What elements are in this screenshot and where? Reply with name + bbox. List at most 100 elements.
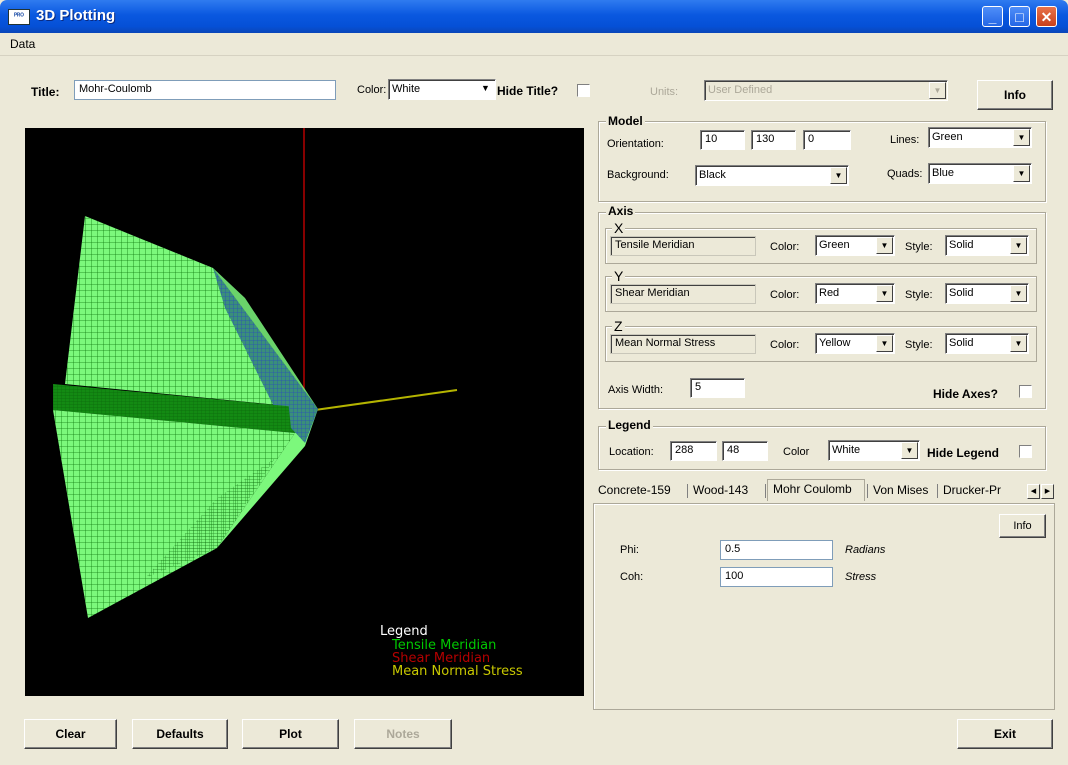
- axis-style-value: Solid: [949, 287, 974, 299]
- minimize-button[interactable]: _: [982, 6, 1003, 27]
- chevron-down-icon[interactable]: ▼: [1010, 285, 1027, 302]
- axis-color-label: Color:: [770, 289, 800, 301]
- axis-letter: Y: [612, 268, 626, 284]
- close-button[interactable]: ✕: [1036, 6, 1057, 27]
- hide-title-checkbox[interactable]: [577, 84, 590, 97]
- axis-style-value: Solid: [949, 337, 974, 349]
- units-select[interactable]: User Defined ▼: [704, 80, 948, 101]
- hide-legend-checkbox[interactable]: [1019, 445, 1032, 458]
- exit-button[interactable]: Exit: [957, 719, 1053, 749]
- lines-label: Lines:: [890, 134, 920, 146]
- plot-3d-model: [53, 128, 458, 618]
- axis-letter: Z: [612, 318, 625, 334]
- orientation-x-input[interactable]: 10: [700, 130, 745, 150]
- background-select[interactable]: Black ▼: [695, 165, 849, 186]
- chevron-down-icon[interactable]: ▼: [929, 82, 946, 99]
- orientation-label: Orientation:: [607, 138, 664, 150]
- axis-style-select[interactable]: Solid ▼: [945, 283, 1029, 304]
- chevron-down-icon[interactable]: ▼: [1010, 237, 1027, 254]
- axis-x-subgroup: [605, 228, 1037, 264]
- axis-color-select[interactable]: Yellow ▼: [815, 333, 895, 354]
- title-color-value: White: [392, 83, 421, 95]
- notes-button[interactable]: Notes: [354, 719, 452, 749]
- axis-group-label: Axis: [606, 204, 636, 218]
- hide-axes-checkbox[interactable]: [1019, 385, 1032, 398]
- plot-legend-entry: Mean Normal Stress: [392, 664, 523, 679]
- title-color-select[interactable]: White ▼: [388, 79, 496, 100]
- chevron-down-icon[interactable]: ▼: [830, 167, 847, 184]
- chevron-down-icon[interactable]: ▼: [1013, 129, 1030, 146]
- legend-color-select[interactable]: White ▼: [828, 440, 920, 461]
- axis-width-label: Axis Width:: [608, 384, 664, 396]
- title-color-label: Color:: [357, 84, 387, 96]
- plot-canvas[interactable]: Legend Tensile Meridian Shear Meridian Mea…: [25, 128, 584, 696]
- hide-axes-label: Hide Axes?: [933, 387, 998, 401]
- orientation-z-input[interactable]: 0: [803, 130, 851, 150]
- tab-info-button[interactable]: Info: [999, 514, 1046, 538]
- axis-color-select[interactable]: Green ▼: [815, 235, 895, 256]
- chevron-down-icon[interactable]: ▼: [901, 442, 918, 459]
- axis-group: [598, 212, 1046, 409]
- tab-von-mises[interactable]: Von Mises: [873, 483, 929, 497]
- axis-style-select[interactable]: Solid ▼: [945, 333, 1029, 354]
- hide-legend-label: Hide Legend: [927, 446, 1000, 460]
- lines-value: Green: [932, 131, 963, 143]
- param-input[interactable]: 100: [720, 567, 833, 587]
- title-label: Title:: [31, 85, 60, 99]
- title-input[interactable]: Mohr-Coulomb: [74, 80, 336, 100]
- axis-style-label: Style:: [905, 241, 933, 253]
- orientation-y-input[interactable]: 130: [751, 130, 796, 150]
- tab-scroll-right-button[interactable]: ▶: [1041, 484, 1054, 499]
- param-unit: Radians: [845, 544, 886, 556]
- chevron-down-icon[interactable]: ▼: [876, 335, 893, 352]
- clear-button[interactable]: Clear: [24, 719, 117, 749]
- legend-color-label: Color: [783, 446, 810, 458]
- chevron-down-icon[interactable]: ▼: [1010, 335, 1027, 352]
- plot-legend-entry: Shear Meridian: [392, 651, 491, 666]
- axis-color-select[interactable]: Red ▼: [815, 283, 895, 304]
- maximize-button[interactable]: □: [1009, 6, 1030, 27]
- background-label: Background:: [607, 169, 669, 181]
- chevron-down-icon[interactable]: ▼: [876, 237, 893, 254]
- axis-letter: X: [612, 220, 626, 236]
- maximize-icon: □: [1015, 9, 1024, 25]
- lines-select[interactable]: Green ▼: [928, 127, 1032, 148]
- arrow-right-icon: ▶: [1044, 488, 1051, 495]
- quads-select[interactable]: Blue ▼: [928, 163, 1032, 184]
- axis-style-select[interactable]: Solid ▼: [945, 235, 1029, 256]
- tab-panel-mohr-coulomb: [593, 503, 1055, 710]
- axis-name-input[interactable]: Mean Normal Stress: [610, 334, 756, 354]
- info-button[interactable]: Info: [977, 80, 1053, 110]
- tab-wood-143[interactable]: Wood-143: [693, 483, 749, 497]
- axis-color-value: Yellow: [819, 337, 851, 349]
- plot-legend-entry: Tensile Meridian: [392, 638, 497, 653]
- param-label: Phi:: [620, 544, 639, 556]
- defaults-button[interactable]: Defaults: [132, 719, 228, 749]
- tab-drucker-prager[interactable]: Drucker-Pr: [943, 483, 1002, 497]
- axis-color-value: Green: [819, 239, 850, 251]
- menu-item-data[interactable]: Data: [10, 37, 36, 51]
- param-input[interactable]: 0.5: [720, 540, 833, 560]
- legend-location-x-input[interactable]: 288: [670, 441, 717, 461]
- z-axis-line: [314, 389, 458, 411]
- chevron-down-icon[interactable]: ▼: [876, 285, 893, 302]
- legend-group-label: Legend: [606, 418, 653, 432]
- axis-z-subgroup: [605, 326, 1037, 362]
- minimize-icon: _: [988, 9, 997, 25]
- tab-scroll-left-button[interactable]: ◀: [1027, 484, 1040, 499]
- axis-name-input[interactable]: Shear Meridian: [610, 284, 756, 304]
- title-bar[interactable]: ᴾᴿᴼ 3D Plotting _ □ ✕: [0, 0, 1068, 33]
- model-group-label: Model: [606, 114, 645, 128]
- plot-button[interactable]: Plot: [242, 719, 339, 749]
- legend-location-y-input[interactable]: 48: [722, 441, 768, 461]
- legend-color-value: White: [832, 444, 861, 456]
- chevron-down-icon[interactable]: ▼: [1013, 165, 1030, 182]
- axis-style-value: Solid: [949, 239, 974, 251]
- tab-concrete-159[interactable]: Concrete-159: [598, 483, 671, 497]
- axis-name-input[interactable]: Tensile Meridian: [610, 236, 756, 256]
- axis-width-input[interactable]: 5: [690, 378, 745, 398]
- axis-style-label: Style:: [905, 339, 933, 351]
- background-value: Black: [699, 169, 726, 181]
- tab-mohr-coulomb[interactable]: Mohr Coulomb: [767, 479, 865, 501]
- chevron-down-icon[interactable]: ▼: [481, 83, 490, 93]
